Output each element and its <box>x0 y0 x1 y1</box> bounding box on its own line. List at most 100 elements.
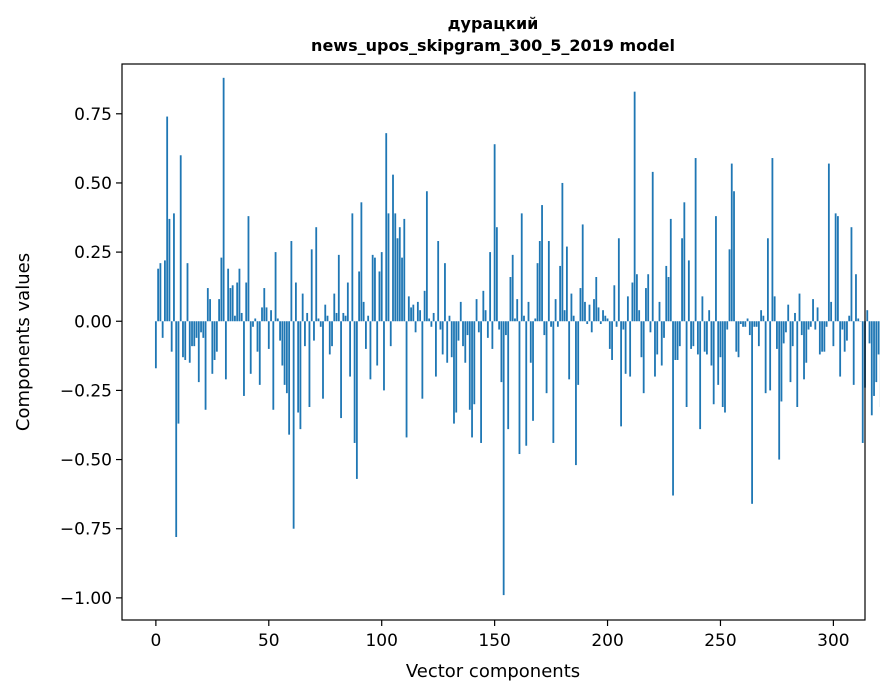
bar-98 <box>376 321 379 366</box>
bar-40 <box>245 282 248 322</box>
bar-172 <box>543 321 546 336</box>
bar-62 <box>294 282 297 322</box>
bar-102 <box>385 133 388 322</box>
bar-168 <box>534 318 537 322</box>
chart-title-line1: дурацкий <box>448 14 539 33</box>
bar-260 <box>742 321 744 327</box>
bar-111 <box>405 321 408 438</box>
bar-201 <box>608 321 611 349</box>
bar-228 <box>669 218 672 322</box>
bar-136 <box>462 321 464 347</box>
bar-24 <box>209 299 211 322</box>
bar-112 <box>407 296 410 322</box>
y-tick-label: −1.00 <box>60 589 112 609</box>
bar-269 <box>762 315 765 322</box>
bar-185 <box>572 315 575 322</box>
bar-106 <box>394 213 397 322</box>
bar-244 <box>706 321 708 355</box>
y-axis-label: Components values <box>13 253 34 431</box>
bar-239 <box>694 158 697 322</box>
bar-195 <box>595 277 598 322</box>
bar-242 <box>701 296 704 322</box>
bar-209 <box>626 296 629 322</box>
bar-318 <box>873 321 875 396</box>
bar-210 <box>629 321 632 377</box>
bar-267 <box>757 321 760 347</box>
bar-33 <box>229 288 232 322</box>
bar-299 <box>830 301 833 322</box>
bar-188 <box>579 288 582 322</box>
bar-144 <box>480 321 482 443</box>
bar-190 <box>584 301 586 322</box>
x-tick-label: 300 <box>817 631 849 651</box>
bar-253 <box>726 321 729 330</box>
bar-71 <box>315 227 318 322</box>
bar-245 <box>708 310 711 322</box>
bar-217 <box>645 288 647 322</box>
bar-289 <box>807 321 810 330</box>
bar-32 <box>227 268 230 322</box>
bar-279 <box>785 321 787 333</box>
bar-110 <box>403 218 406 322</box>
bar-151 <box>495 227 498 322</box>
bar-86 <box>349 321 351 377</box>
bar-15 <box>188 321 191 363</box>
bar-97 <box>374 257 376 322</box>
bar-265 <box>753 321 756 327</box>
bar-115 <box>414 321 417 333</box>
bar-149 <box>491 321 494 349</box>
bar-92 <box>362 301 365 322</box>
bar-93 <box>365 321 367 349</box>
bar-135 <box>459 301 462 322</box>
bar-156 <box>507 321 510 430</box>
bar-278 <box>782 321 785 344</box>
bar-109 <box>401 257 403 322</box>
bar-120 <box>425 191 428 322</box>
bar-137 <box>464 321 467 363</box>
bar-85 <box>346 282 349 322</box>
bar-212 <box>633 91 636 322</box>
bar-105 <box>392 174 394 322</box>
bar-55 <box>279 321 281 341</box>
bar-270 <box>764 321 767 394</box>
bar-174 <box>547 241 550 322</box>
bar-49 <box>265 307 268 322</box>
bar-222 <box>656 321 659 355</box>
bar-277 <box>780 321 783 402</box>
bar-37 <box>238 268 241 322</box>
bar-59 <box>288 321 291 435</box>
y-tick-label: 0.50 <box>74 174 112 194</box>
bar-161 <box>518 321 521 455</box>
bar-123 <box>432 312 435 322</box>
bar-296 <box>823 321 826 352</box>
bar-73 <box>319 321 322 327</box>
bar-122 <box>430 321 433 327</box>
bar-208 <box>624 321 627 374</box>
bar-152 <box>498 321 501 330</box>
bar-301 <box>834 213 837 322</box>
bar-126 <box>439 321 442 330</box>
bar-198 <box>602 310 604 322</box>
bar-139 <box>468 321 471 410</box>
bar-221 <box>654 321 656 377</box>
bar-254 <box>728 249 731 322</box>
bar-89 <box>355 321 358 479</box>
bar-158 <box>511 254 514 322</box>
bar-302 <box>837 216 839 322</box>
bar-290 <box>809 321 812 327</box>
bar-95 <box>369 321 372 380</box>
bar-271 <box>766 238 769 322</box>
bar-101 <box>383 321 385 391</box>
bar-54 <box>276 318 279 322</box>
bar-305 <box>843 321 846 352</box>
bar-197 <box>599 321 602 325</box>
bar-63 <box>297 321 300 413</box>
bar-263 <box>748 321 751 336</box>
bar-20 <box>200 321 202 333</box>
bar-298 <box>827 163 830 322</box>
bar-125 <box>437 241 440 322</box>
bar-207 <box>622 321 625 330</box>
bar-310 <box>855 274 857 322</box>
bar-238 <box>692 321 695 347</box>
bar-235 <box>685 321 688 407</box>
